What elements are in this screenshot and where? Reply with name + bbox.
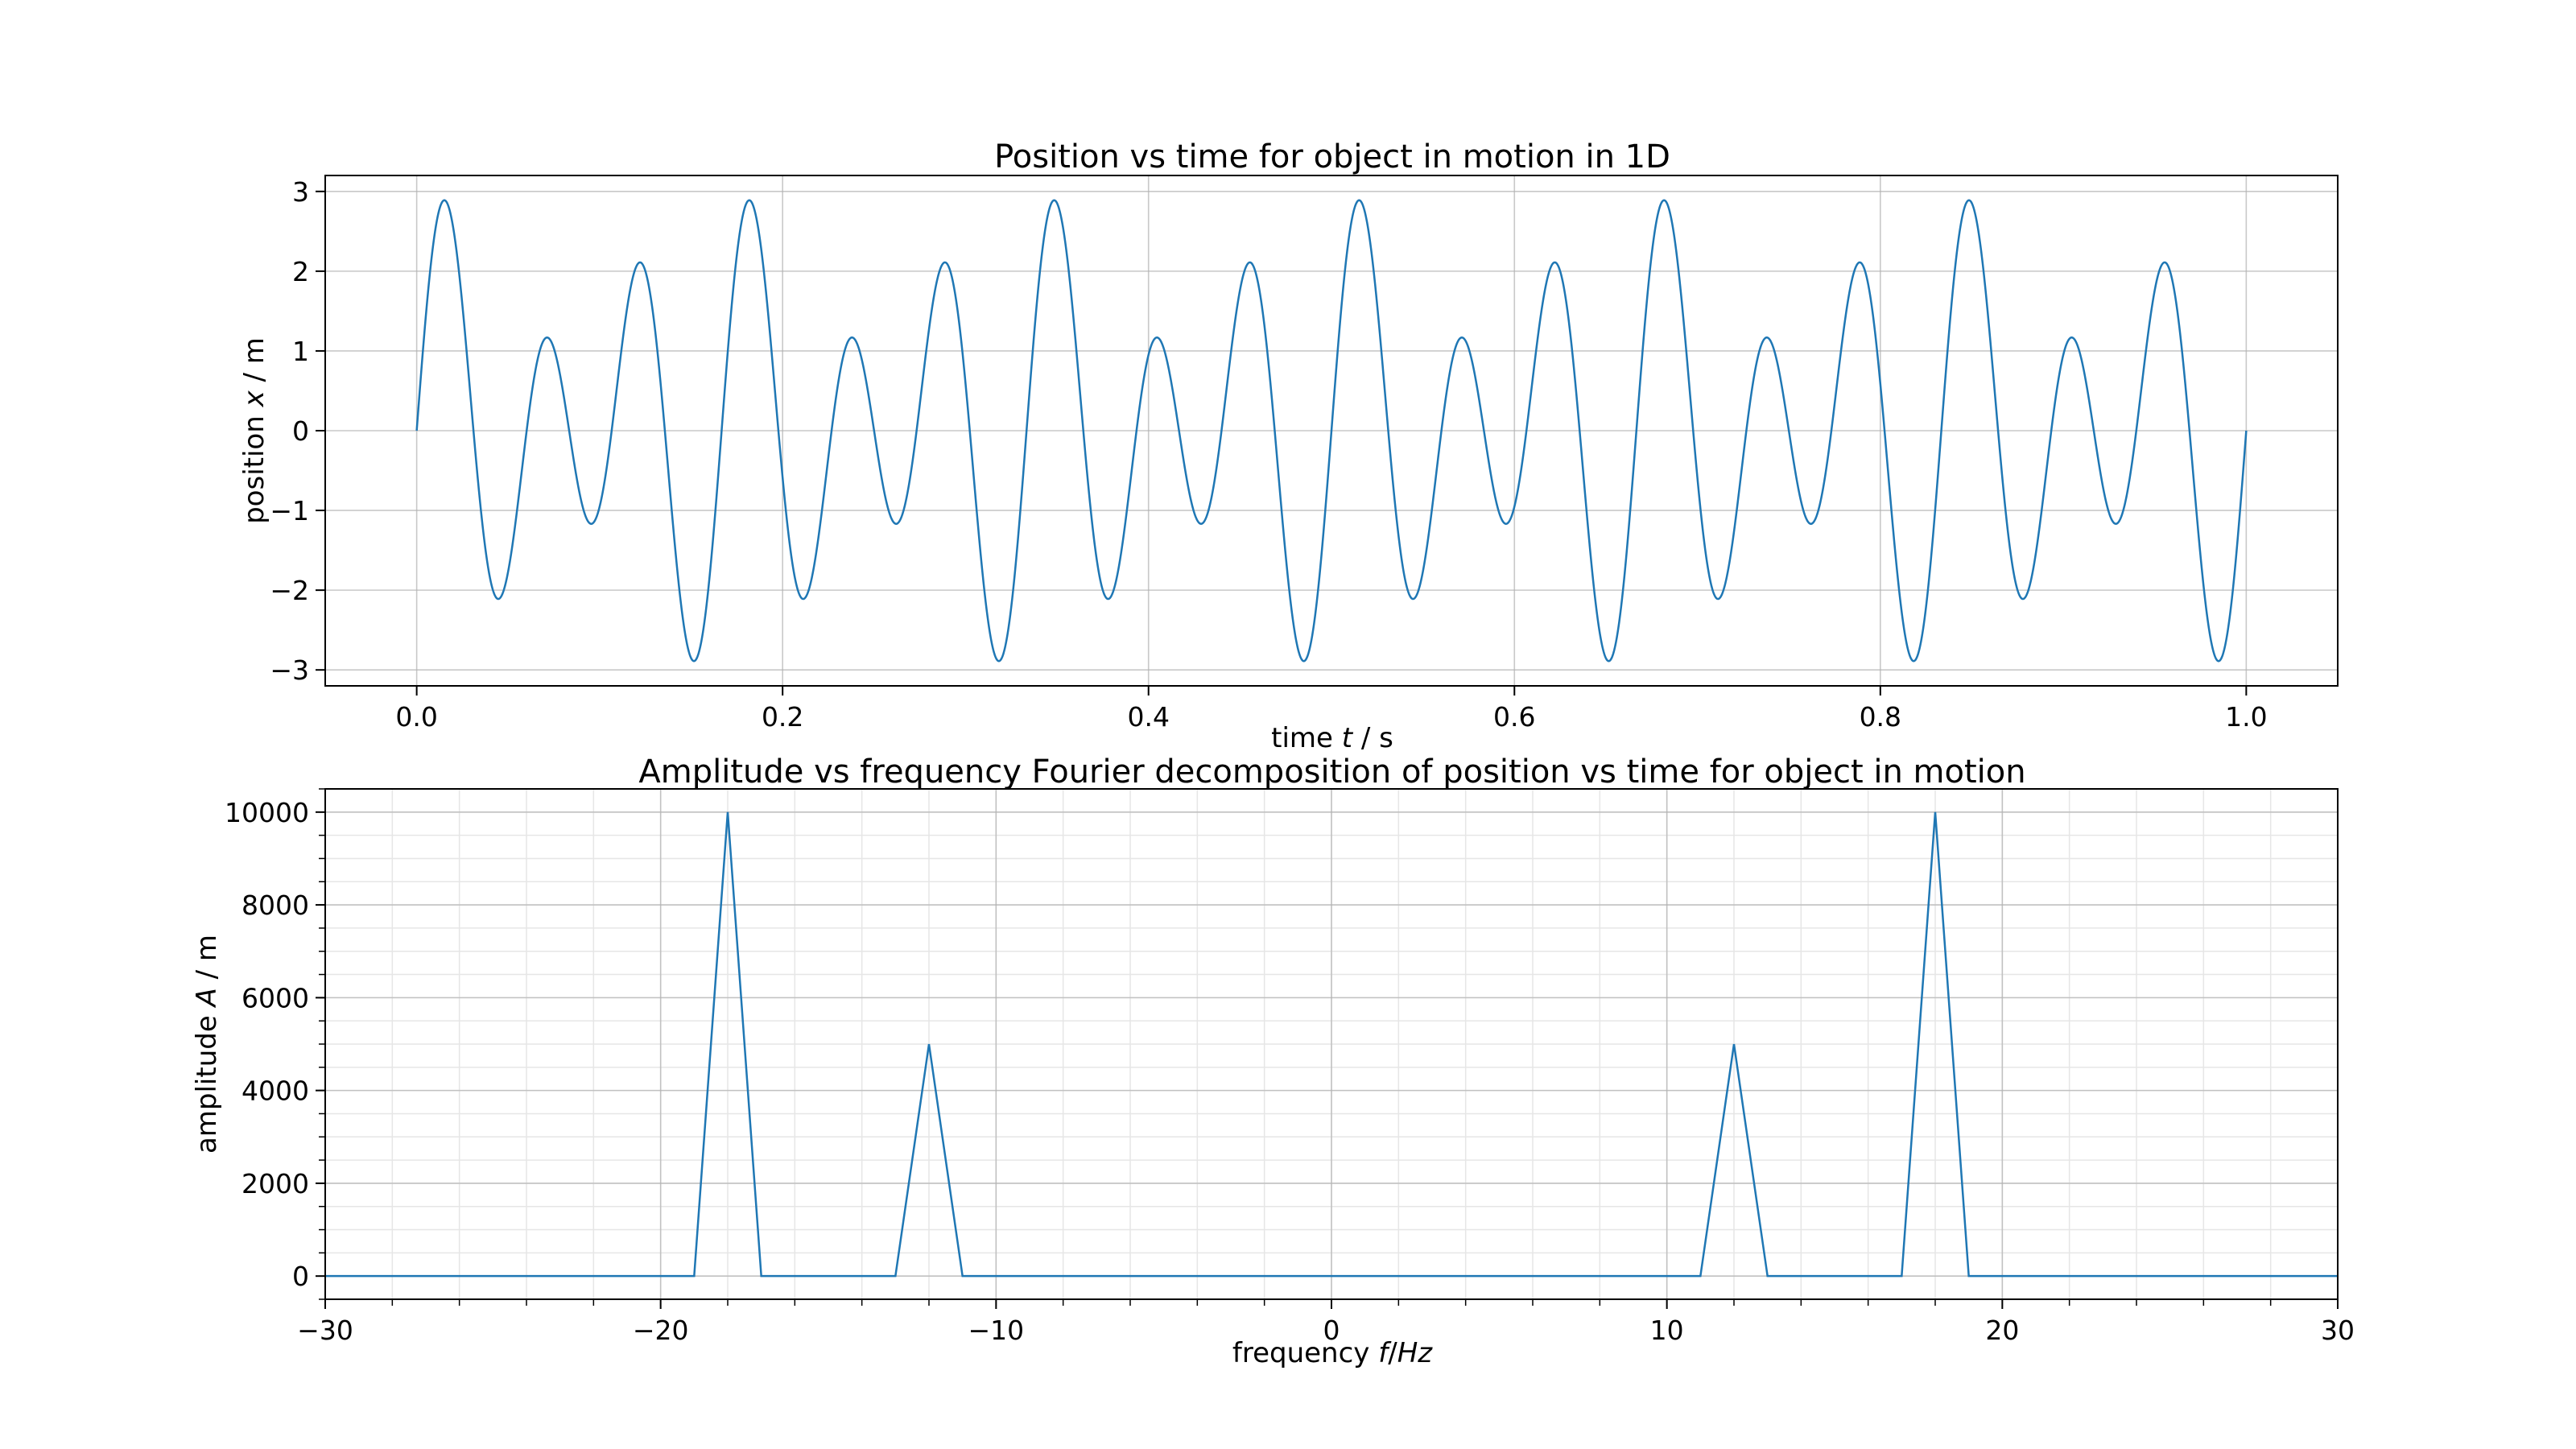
x-axis-label: time t / s [1271,722,1393,754]
y-axis-label-text: position [238,407,270,523]
y-axis-label-unit: / m [191,935,223,988]
x-axis-label-unit: / s [1352,722,1393,754]
y-tick-label: 8000 [242,890,309,921]
x-tick-label: 0.4 [1127,701,1169,733]
y-tick-label: 0 [292,415,309,447]
x-axis-ticks: 0.0 0.2 0.4 0.6 0.8 1.0 [395,686,2268,733]
x-tick-label: 0 [1323,1315,1340,1346]
y-tick-label: 2 [292,256,309,287]
y-tick-label: 3 [292,176,309,208]
x-axis-label-text: time [1271,722,1342,754]
grid [324,789,2339,1299]
amplitude-series-line [325,811,2338,1278]
y-tick-label: 4000 [242,1075,309,1107]
x-tick-label: −10 [968,1315,1025,1346]
x-axis-label-unit: Hz [1397,1337,1434,1369]
x-axis-label-text: frequency [1232,1337,1378,1369]
x-tick-label: 1.0 [2225,701,2267,733]
y-tick-label: 6000 [242,982,309,1013]
y-tick-label: 10000 [225,797,309,828]
position-time-chart: Position vs time for object in motion in… [238,138,2339,754]
x-tick-label: 0.0 [395,701,437,733]
y-axis-label: amplitude A / m [191,935,223,1154]
x-tick-label: 30 [2321,1315,2355,1346]
x-axis-label-slash: / [1388,1337,1397,1369]
position-series-line [415,199,2248,663]
x-tick-label: 0.6 [1493,701,1535,733]
fourier-amplitude-chart: Amplitude vs frequency Fourier decomposi… [191,753,2355,1369]
y-axis-label-symbol: x [238,390,270,407]
y-tick-label: −3 [270,654,309,686]
y-tick-label: 1 [292,336,309,367]
x-tick-label: −30 [297,1315,353,1346]
chart-title: Position vs time for object in motion in… [994,138,1670,175]
x-axis-ticks: −30 −20 −10 0 10 20 30 [297,1299,2355,1346]
y-tick-label: −1 [270,495,309,526]
y-tick-label: 2000 [242,1168,309,1199]
y-tick-label: 0 [292,1261,309,1292]
y-tick-label: −2 [270,575,309,606]
y-axis-label-symbol: A [191,988,223,1008]
grid [325,175,2338,686]
chart-title: Amplitude vs frequency Fourier decomposi… [638,753,2025,791]
x-tick-label: −20 [633,1315,689,1346]
x-tick-label: 0.8 [1860,701,1901,733]
x-axis-label-symbol: t [1342,722,1354,754]
x-tick-label: 0.2 [762,701,803,733]
y-axis-ticks: −3 −2 −1 0 1 2 3 [270,176,325,686]
y-axis-ticks: 0 2000 4000 6000 8000 10000 [225,797,325,1292]
y-axis-label-unit: / m [238,337,270,390]
x-tick-label: 20 [1985,1315,2019,1346]
y-axis-label-text: amplitude [191,1006,223,1154]
y-axis-label: position x / m [238,337,270,524]
x-tick-label: 10 [1650,1315,1684,1346]
x-axis-label: frequency f/Hz [1232,1337,1433,1369]
